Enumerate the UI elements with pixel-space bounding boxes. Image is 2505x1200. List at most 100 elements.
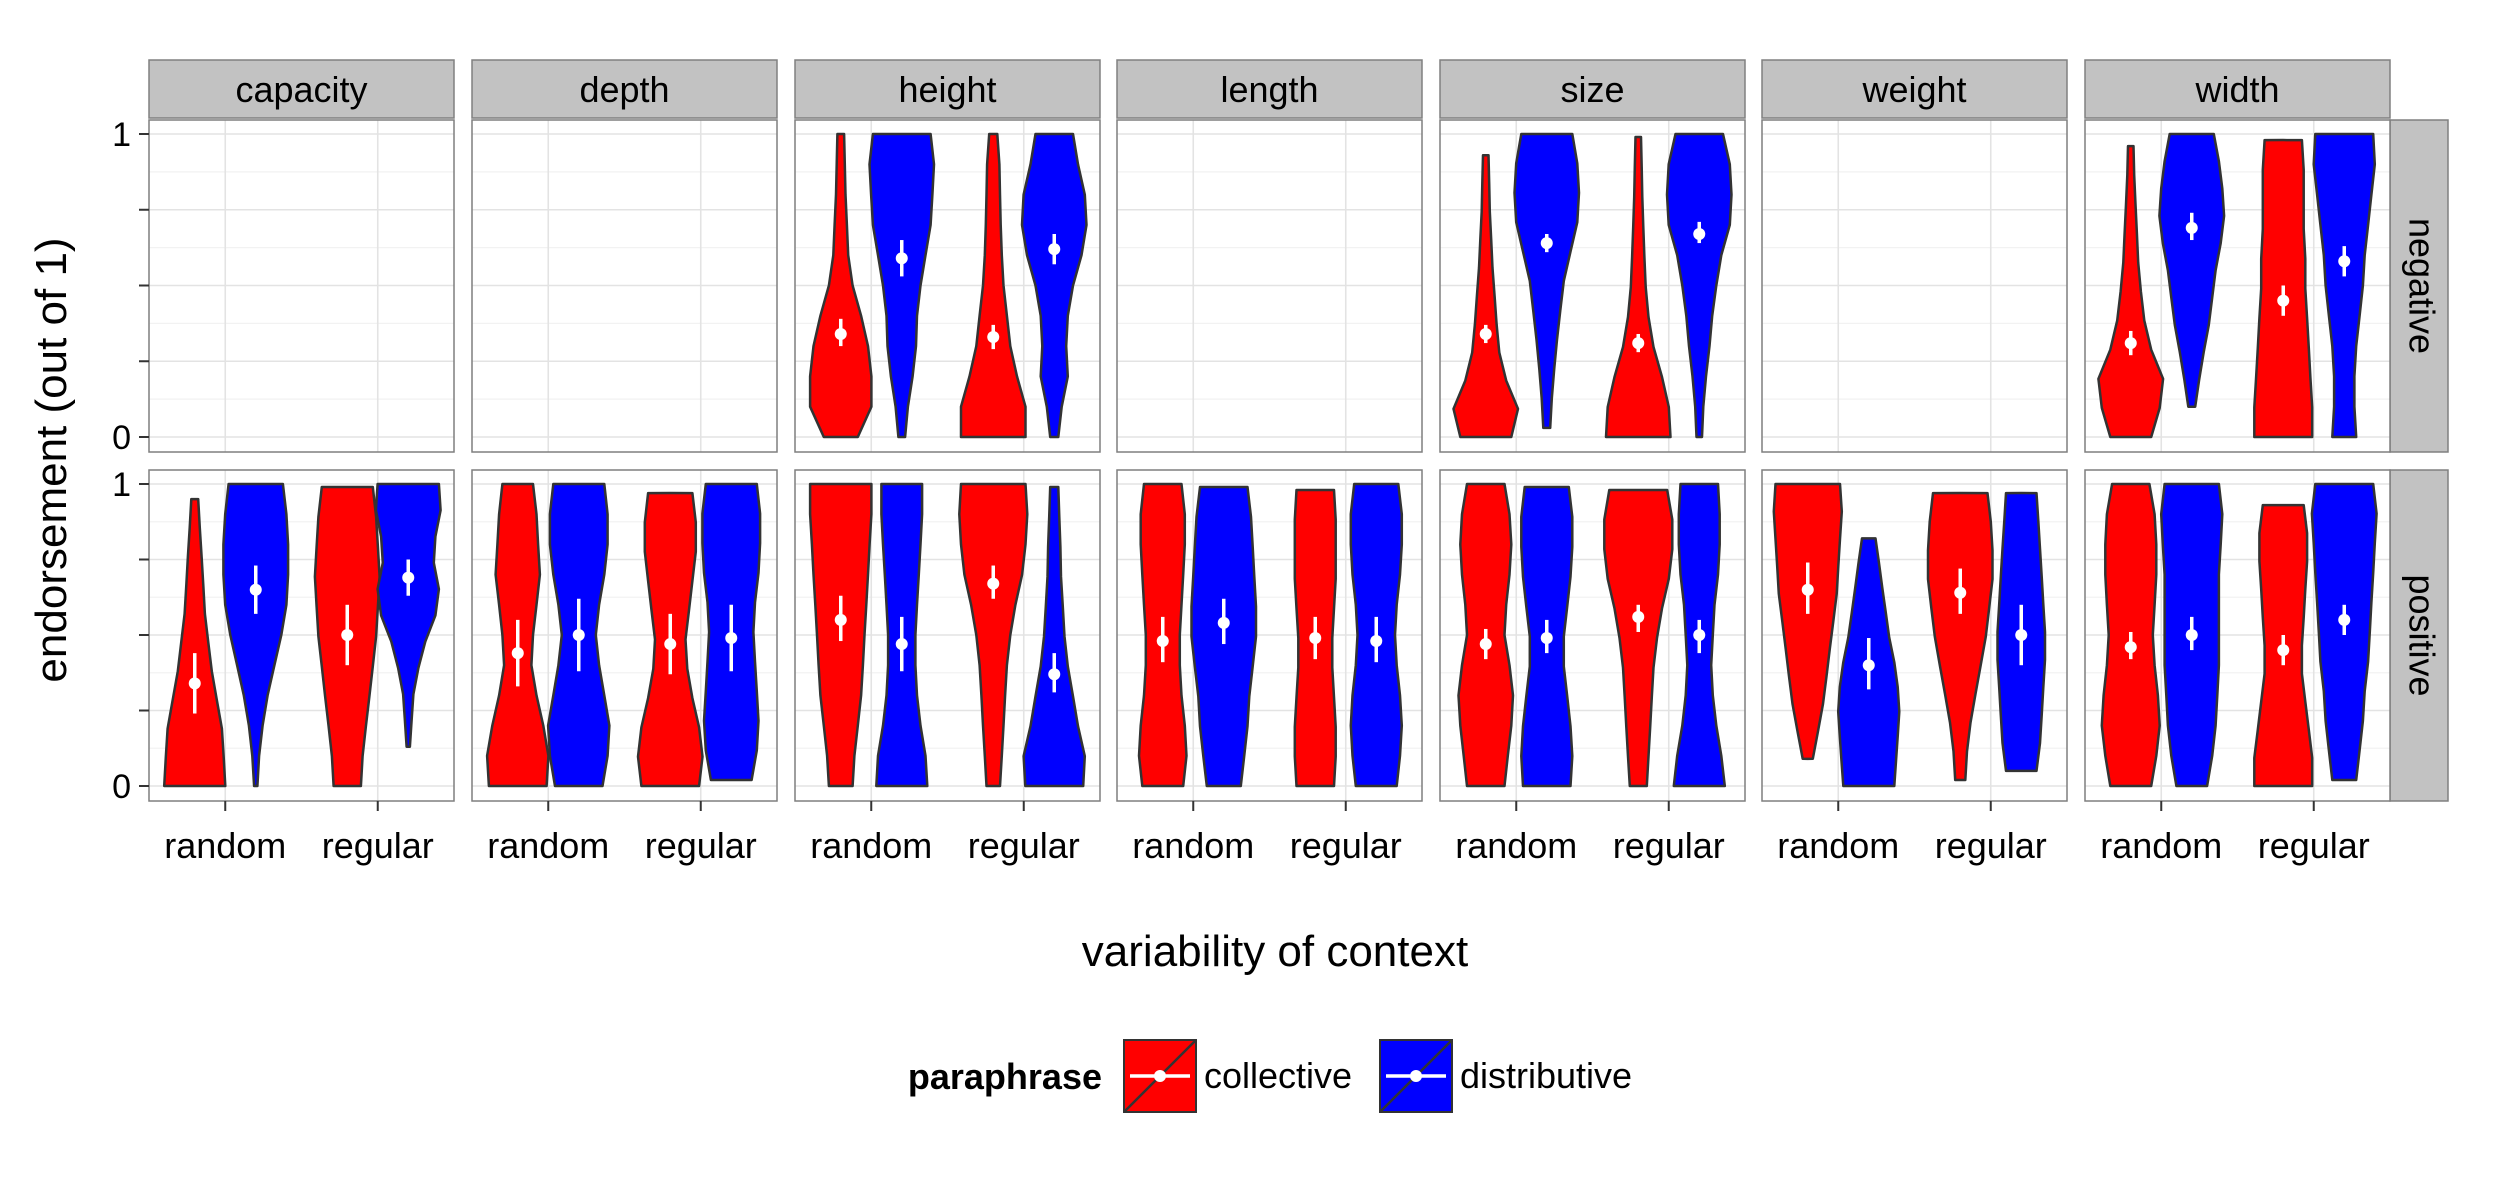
mean-point [2124,337,2137,350]
facet-label: weight [1861,69,1966,110]
mean-point [1479,327,1492,340]
panel-border [794,469,1101,802]
mean-point [1309,632,1322,645]
mean-point [1370,635,1383,648]
x-tick-label: regular [2258,825,2370,866]
violin-collective [1603,488,1674,788]
x-tick-label: regular [1935,825,2047,866]
mean-point [2338,255,2351,268]
mean-point [1632,610,1645,623]
violin-collective [1452,153,1520,439]
x-tick-label: random [2100,825,2222,866]
facet-label: height [898,69,996,110]
mean-point [1632,337,1645,350]
legend-key-point [1410,1070,1422,1082]
mean-point [249,583,262,596]
x-tick-label: regular [322,825,434,866]
panel-border [1761,469,2068,802]
mean-point [987,577,1000,590]
facet-panels: capacity depth height length size weight width… [112,59,2449,866]
x-tick-label: regular [1290,825,1402,866]
violin-distributive [1022,485,1087,788]
mean-point [511,647,524,660]
mean-point [2124,641,2137,654]
mean-point [2338,613,2351,626]
y-tick-label: 0 [112,419,131,457]
x-tick-label: regular [645,825,757,866]
facet-label: depth [579,69,669,110]
facet-label: width [2194,69,2279,110]
violin-distributive [374,482,442,748]
violin-distributive [868,132,936,439]
panel-border [1761,119,2068,453]
x-tick-label: random [1132,825,1254,866]
violin-collective [958,482,1029,788]
y-tick-label: 1 [112,466,131,504]
facet-strip [1116,59,1423,119]
violin-distributive [1513,132,1581,430]
facet-strip [2084,59,2391,119]
panel-border [794,119,1101,453]
mean-point [341,629,354,641]
violin-distributive [222,482,290,788]
mean-point [2185,221,2198,234]
mean-point [1048,668,1061,681]
facet-strip [1439,59,1746,119]
mean-point [2277,644,2290,657]
mean-point [1954,586,1967,599]
violin-collective [2097,144,2165,439]
x-tick-label: regular [968,825,1080,866]
violin-collective [808,132,873,439]
x-axis-title: variability of context [1082,927,1468,976]
mean-point [895,252,908,265]
facet-label: length [1220,69,1318,110]
violin-distributive [2312,132,2377,439]
facet-row-label: positive [2401,574,2442,696]
panel-border [2084,119,2391,453]
y-tick-label: 1 [112,116,131,154]
mean-point [188,677,201,690]
y-axis-title: endorsement (out of 1) [27,237,76,682]
panel-border [2084,469,2391,802]
x-tick-label: random [810,825,932,866]
y-tick-label: 0 [112,768,131,806]
x-tick-label: random [1777,825,1899,866]
mean-point [1156,635,1169,648]
violin-collective [162,497,227,788]
facet-strip [471,59,778,119]
panel-border [471,469,778,802]
facet-strip [794,59,1101,119]
mean-point [2277,294,2290,307]
facet-label: capacity [235,69,367,110]
violin-collective [1772,482,1844,761]
legend-label: distributive [1460,1055,1632,1096]
mean-point [1693,227,1706,240]
mean-point [834,327,847,340]
mean-point [1479,638,1492,651]
facet-strip [1761,59,2068,119]
mean-point [1801,583,1814,596]
violin-collective [959,132,1027,439]
legend-label: collective [1204,1055,1352,1096]
mean-point [725,632,738,645]
mean-point [572,629,585,641]
x-tick-label: random [1455,825,1577,866]
x-tick-label: random [487,825,609,866]
mean-point [402,571,415,584]
x-tick-label: regular [1613,825,1725,866]
legend-title: paraphrase [908,1056,1102,1097]
mean-point [987,331,1000,344]
mean-point [1693,629,1706,641]
violin-collective [1926,491,1994,782]
facet-strip [148,59,455,119]
violin-distributive [1020,132,1088,439]
panel-border [471,119,778,453]
mean-point [1540,237,1553,250]
facet-label: size [1560,69,1624,110]
mean-point [1048,243,1061,256]
panel-border [1439,469,1746,802]
violin-distributive [1665,132,1733,439]
mean-point [834,613,847,626]
mean-point [2185,629,2198,641]
